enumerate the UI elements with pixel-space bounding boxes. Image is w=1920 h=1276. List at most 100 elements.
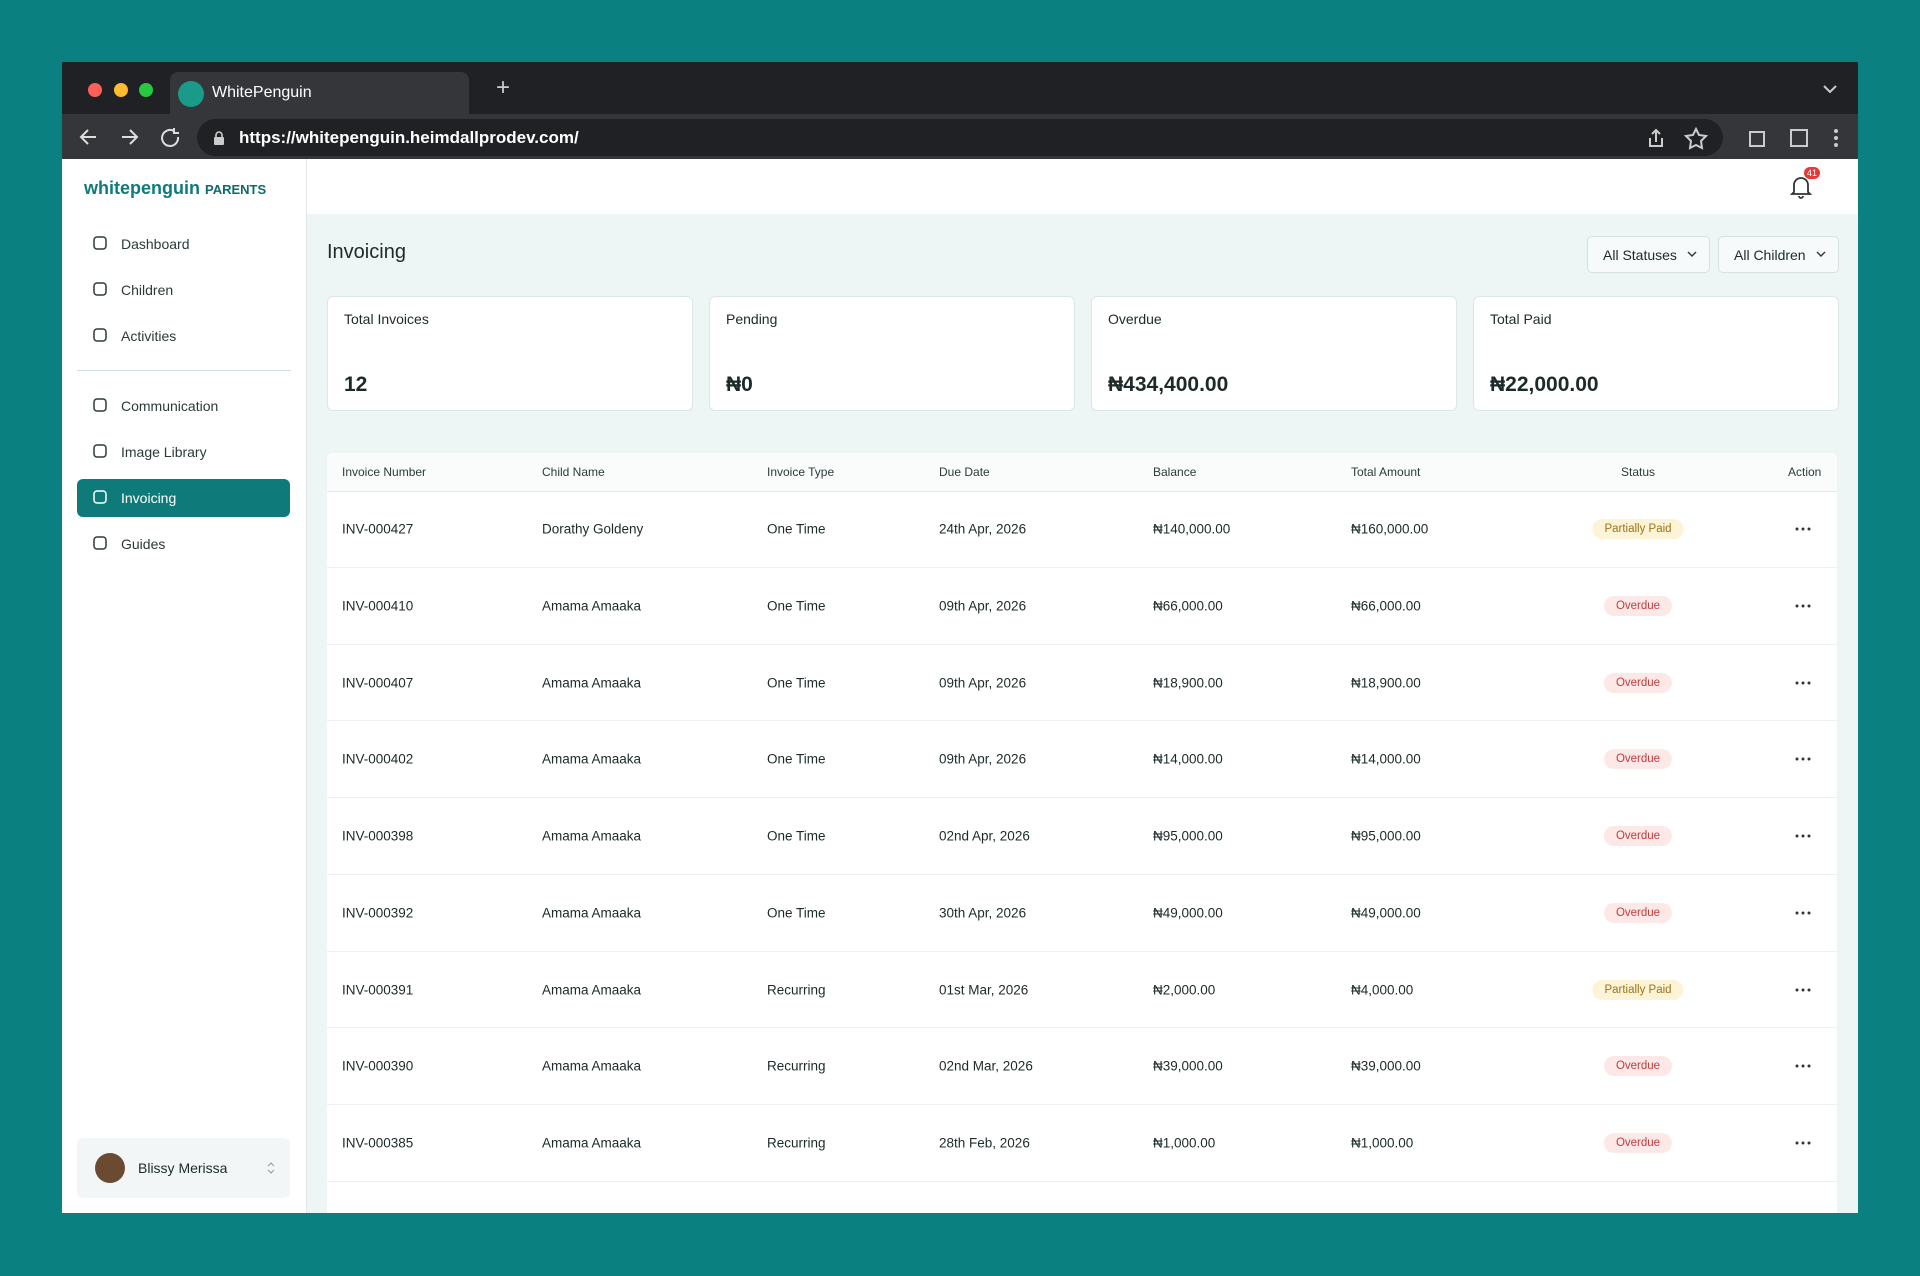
status-pill: Partially Paid [1592,979,1684,1000]
cell: ₦1,000.00 [1153,1135,1216,1151]
column-header: Balance [1153,465,1197,479]
row[interactable] [327,875,1837,952]
favicon [178,81,204,107]
column-header: Invoice Type [767,465,835,479]
header-row [327,453,1837,492]
nav-item[interactable]: Activities [77,317,290,355]
row[interactable] [327,644,1837,722]
row-action[interactable] [1795,603,1811,609]
row-action[interactable] [1795,910,1811,916]
tab-title: WhitePenguin [212,84,312,101]
row[interactable] [327,568,1837,645]
cell: ₦39,000.00 [1153,1058,1223,1074]
cell: One Time [767,598,826,614]
cell: One Time [767,521,826,537]
status-pill: Overdue [1603,596,1673,616]
toolbar-icons[interactable] [1646,126,1846,150]
nav-item[interactable]: Invoicing [77,479,290,517]
row-action[interactable] [1795,680,1811,686]
cell: ₦18,900.00 [1153,675,1223,691]
nav-item[interactable]: Dashboard [77,225,290,263]
nav-label: Children [121,282,174,298]
user-card[interactable]: Blissy Merissa [77,1138,290,1198]
logo-suffix: PARENTS [205,182,267,197]
stat-value: ₦22,000.00 [1490,373,1599,396]
cell: INV-000385 [342,1135,414,1151]
cell: ₦160,000.00 [1351,521,1429,537]
row[interactable] [327,721,1837,799]
cell: One Time [767,828,826,844]
filter-label: All Children [1734,247,1806,263]
invoice-table: Invoice Number Child Name Invoice Type Due … [327,453,1837,1213]
row[interactable] [327,491,1837,568]
stat-value: 12 [344,373,368,396]
tab-menu[interactable] [1822,84,1838,94]
cell: INV-000402 [342,751,414,767]
cell: INV-000398 [342,828,414,844]
cell: 02nd Apr, 2026 [939,828,1030,844]
row[interactable] [327,798,1837,875]
cell: One Time [767,675,826,691]
divider [77,370,291,371]
cell: One Time [767,751,826,767]
filter-dropdown[interactable]: All Statuses [1587,236,1710,273]
row-action[interactable] [1795,526,1811,532]
row[interactable] [327,1028,1837,1105]
cell: ₦140,000.00 [1153,521,1231,537]
nav-icon [93,490,107,504]
stat-label: Total Invoices [344,311,429,327]
status-pill: Overdue [1603,826,1673,847]
row-action[interactable] [1795,833,1811,839]
stat-card: Pending ₦0 [709,296,1075,411]
url: https://whitepenguin.heimdallprodev.com/ [239,128,579,147]
row-action[interactable] [1795,987,1811,993]
row-action[interactable] [1795,1063,1811,1069]
row[interactable] [327,1105,1837,1182]
bell[interactable] [1787,172,1817,202]
cell: ₦66,000.00 [1351,598,1421,614]
cell: ₦39,000.00 [1351,1058,1421,1074]
minimize[interactable] [114,83,128,97]
status-pill: Partially Paid [1592,519,1684,540]
filter-dropdown[interactable]: All Children [1718,236,1839,273]
status-pill: Overdue [1603,1132,1673,1153]
cell: ₦95,000.00 [1351,828,1421,844]
close[interactable] [88,83,102,97]
maximize[interactable] [139,83,153,97]
nav-item[interactable]: Image Library [77,433,290,471]
logo[interactable]: whitepenguin PARENTS [84,178,266,199]
nav-buttons[interactable] [78,126,208,148]
nav-icon [93,282,107,296]
cell: ₦14,000.00 [1351,751,1421,767]
nav-item[interactable]: Children [77,271,290,309]
new-tab[interactable]: + [496,74,511,101]
top-header: 41 [307,159,1858,214]
cell: ₦66,000.00 [1153,598,1223,614]
nav-item[interactable]: Guides [77,525,290,563]
lock-icon [214,131,224,145]
row[interactable] [327,951,1837,1029]
cell: 09th Apr, 2026 [939,675,1027,691]
tab[interactable]: WhitePenguin [170,72,469,114]
status-pill: Overdue [1603,1056,1673,1077]
column-header: Child Name [542,465,605,479]
nav-label: Image Library [121,444,207,460]
cell: Amama Amaaka [542,1135,642,1151]
nav-icon [93,398,107,412]
address-bar[interactable]: https://whitepenguin.heimdallprodev.com/ [197,119,1723,156]
nav-label: Dashboard [121,236,190,252]
cell: 28th Feb, 2026 [939,1135,1030,1151]
cell: 02nd Mar, 2026 [939,1058,1033,1074]
cell: Amama Amaaka [542,751,642,767]
stat-card: Total Paid ₦22,000.00 [1473,296,1839,411]
row-action[interactable] [1795,1140,1811,1146]
cell: 30th Apr, 2026 [939,905,1027,921]
nav-label: Activities [121,328,177,344]
nav-item[interactable]: Communication [77,387,290,425]
row-action[interactable] [1795,756,1811,762]
stat-label: Pending [726,311,778,327]
cell: ₦14,000.00 [1153,751,1223,767]
cell: Amama Amaaka [542,982,642,997]
cell: Amama Amaaka [542,598,642,614]
